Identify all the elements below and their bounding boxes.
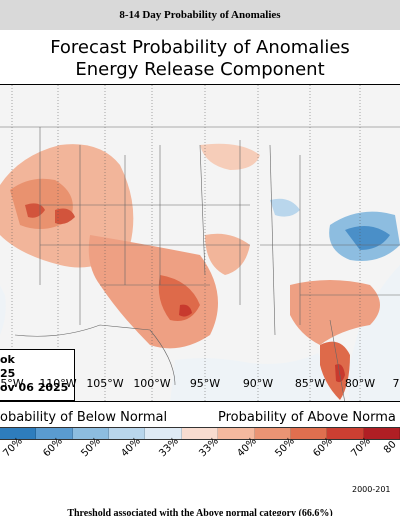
anomaly-map <box>0 85 400 401</box>
map-figure: Forecast Probability of Anomalies Energy… <box>0 30 400 506</box>
longitude-label: 90°W <box>242 377 274 390</box>
anomaly-region-texas <box>88 235 218 349</box>
colorbar-segment <box>0 428 37 439</box>
longitude-label: 7 <box>392 377 400 390</box>
colorbar-segment <box>218 428 255 439</box>
longitude-label: 100°W <box>133 377 171 390</box>
atlantic-ocean <box>347 265 400 401</box>
anomaly-region-core-3 <box>179 304 192 317</box>
colorbar-below-title: obability of Below Normal <box>0 410 168 425</box>
colorbar-segment <box>290 428 328 439</box>
anomaly-region-core-2 <box>55 208 75 225</box>
anomaly-region-florida <box>320 341 350 400</box>
source-years: 2000-201 <box>352 485 391 494</box>
colorbar-segment <box>145 428 182 439</box>
longitude-label: 80°W <box>344 377 376 390</box>
info-line-1: ok <box>0 353 15 366</box>
below-normal-areas <box>270 198 400 261</box>
map-panel <box>0 84 400 402</box>
colorbar-segment <box>181 428 219 439</box>
longitude-label: 95°W <box>189 377 221 390</box>
pacific-ocean <box>0 285 6 335</box>
longitude-label: 85°W <box>294 377 326 390</box>
page-header-text: 8-14 Day Probability of Anomalies <box>119 9 281 21</box>
figure-subtitle: Energy Release Component <box>75 59 325 80</box>
longitude-gridlines <box>11 85 361 401</box>
above-normal-areas <box>0 143 380 400</box>
info-line-2: 25 <box>0 367 16 380</box>
longitude-label: 5°W <box>0 377 24 390</box>
page-header: 8-14 Day Probability of Anomalies <box>0 0 400 30</box>
below-region-ohio-valley <box>270 198 300 217</box>
state-boundaries <box>0 126 400 401</box>
info-line-3: ov 06 2025 <box>0 381 69 394</box>
colorbar-segment <box>363 428 400 439</box>
below-region-core <box>345 226 390 250</box>
longitude-label: 105°W <box>86 377 124 390</box>
anomaly-region-ozarks <box>205 233 250 275</box>
anomaly-region-core-4 <box>335 364 345 383</box>
colorbar <box>0 427 400 440</box>
gulf-of-mexico <box>170 353 330 401</box>
colorbar-segment <box>72 428 110 439</box>
forecast-info-box: ok 25 ov 06 2025 <box>0 349 75 401</box>
anomaly-region-north <box>200 143 260 170</box>
figure-title: Forecast Probability of Anomalies <box>50 37 350 58</box>
threshold-footer-text: Threshold associated with the Above norm… <box>67 508 333 516</box>
longitude-label: 110°W <box>39 377 77 390</box>
colorbar-segment <box>36 428 73 439</box>
anomaly-region-southeast <box>290 280 380 345</box>
colorbar-above-title: Probability of Above Norma <box>218 410 396 425</box>
threshold-footer: Threshold associated with the Above norm… <box>0 506 400 516</box>
colorbar-segment <box>254 428 291 439</box>
colorbar-tick: 80 <box>381 439 399 456</box>
colorbar-segment <box>327 428 364 439</box>
colorbar-segment <box>109 428 146 439</box>
